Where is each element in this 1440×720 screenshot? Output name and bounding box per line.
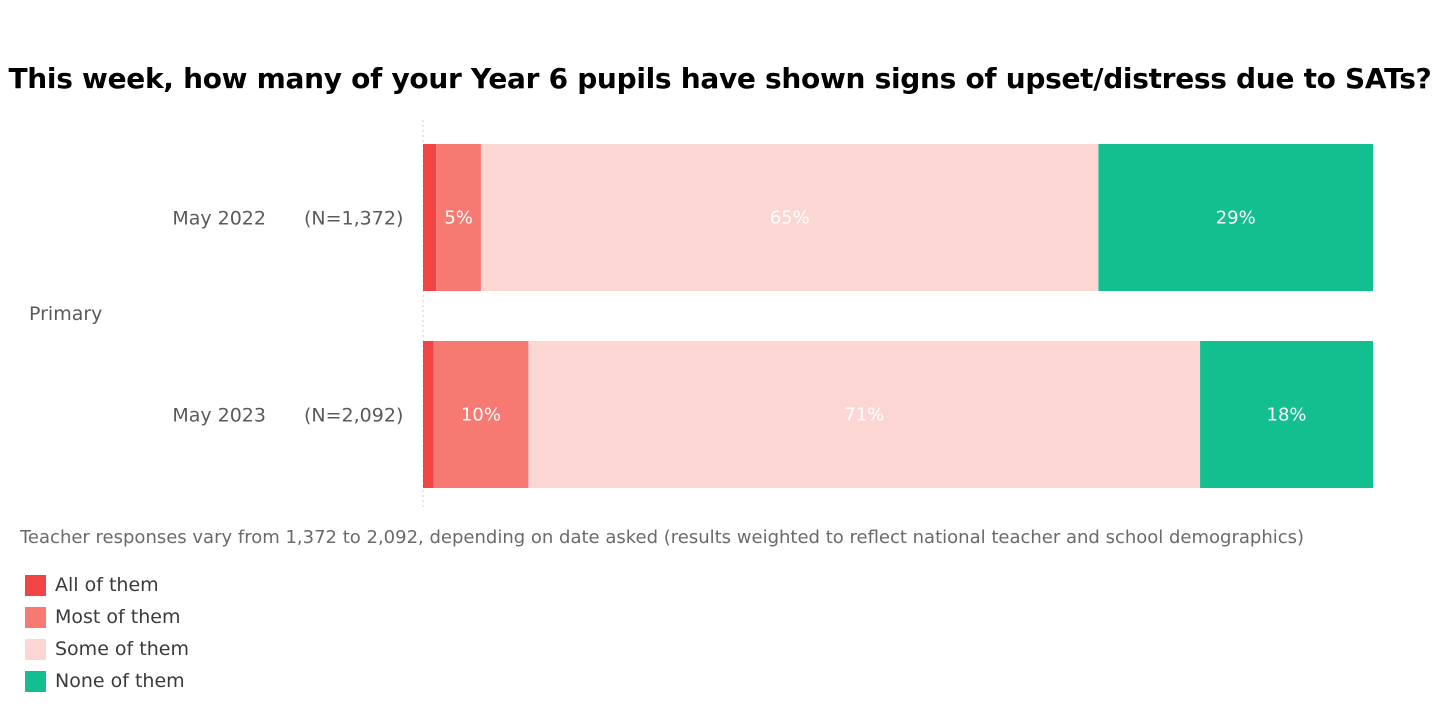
- legend-swatch: [25, 638, 46, 660]
- bars-layer: 5% 65% 29% 10% 71% 18%: [423, 144, 1373, 488]
- legend-label: Most of them: [55, 606, 181, 628]
- category-labels-layer: May 2022 (N=1,372) May 2023 (N=2,092): [172, 208, 403, 427]
- footnote: Teacher responses vary from 1,372 to 2,0…: [20, 527, 1305, 548]
- bar-segment-none-of-them-1: [1200, 341, 1373, 488]
- sample-size-label: (N=1,372): [304, 208, 403, 230]
- legend-label: Some of them: [55, 638, 189, 660]
- chart-title: This week, how many of your Year 6 pupil…: [8, 62, 1432, 95]
- legend-label: None of them: [55, 670, 185, 692]
- category-label: May 2022: [172, 208, 266, 230]
- data-label: 65%: [770, 208, 810, 229]
- legend-label: All of them: [55, 574, 159, 596]
- legend: All of them Most of them Some of them None …: [25, 569, 189, 697]
- data-label: 29%: [1216, 208, 1256, 229]
- bar-segment-none-of-them-0: [1098, 144, 1373, 291]
- bar-segment-some-of-them-1: [528, 341, 1201, 488]
- bar-segment-some-of-them-0: [480, 144, 1099, 291]
- legend-item: All of them: [25, 569, 189, 601]
- sample-size-label: (N=2,092): [304, 405, 403, 427]
- category-label: May 2023: [172, 405, 266, 427]
- legend-swatch: [25, 670, 46, 692]
- legend-item: Some of them: [25, 633, 189, 665]
- group-label: Primary: [29, 303, 103, 325]
- data-label: 18%: [1267, 405, 1307, 426]
- bar-segment-most-of-them-1: [433, 341, 529, 488]
- legend-swatch: [25, 606, 46, 628]
- legend-item: Most of them: [25, 601, 189, 633]
- bar-segment-all-of-them-1: [423, 341, 434, 488]
- data-label: 71%: [844, 405, 884, 426]
- data-label: 10%: [461, 405, 501, 426]
- legend-item: None of them: [25, 665, 189, 697]
- bar-segment-all-of-them-0: [423, 144, 437, 291]
- legend-swatch: [25, 574, 46, 596]
- bar-segment-most-of-them-0: [436, 144, 481, 291]
- data-label: 5%: [444, 208, 473, 229]
